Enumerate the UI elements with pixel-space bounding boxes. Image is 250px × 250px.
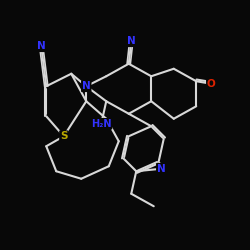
Text: N: N [127,36,136,46]
Text: O: O [207,79,216,89]
Text: H₂N: H₂N [91,119,112,129]
Text: S: S [60,131,68,141]
Text: N: N [157,164,166,174]
Text: N: N [82,81,90,91]
Text: N: N [37,41,46,51]
